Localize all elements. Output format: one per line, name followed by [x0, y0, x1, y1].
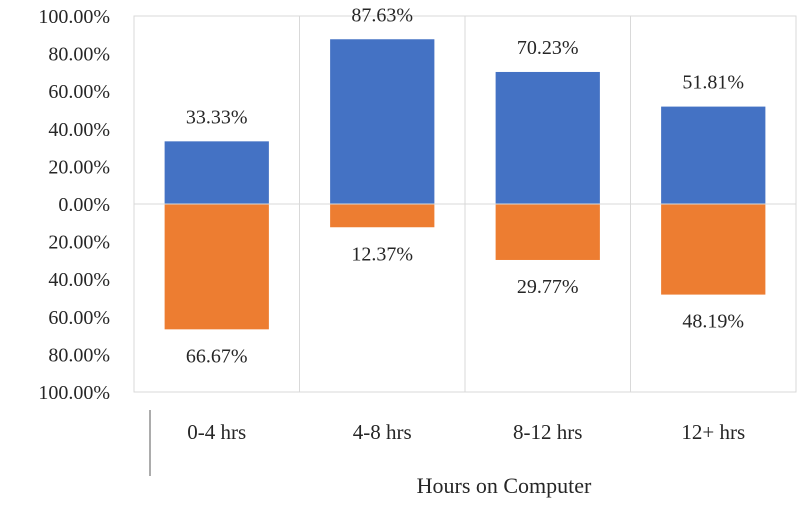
- data-label: 12.37%: [351, 243, 413, 265]
- bar-negative-12-hrs: [661, 204, 766, 295]
- y-tick-label: 60.00%: [48, 81, 110, 103]
- bar-positive-0-4-hrs: [164, 141, 269, 204]
- bar-negative-0-4-hrs: [164, 204, 269, 330]
- x-tick-label: 8-12 hrs: [513, 420, 582, 444]
- y-tick-label: 100.00%: [38, 6, 110, 28]
- bar-positive-12-hrs: [661, 106, 766, 204]
- data-label: 33.33%: [186, 106, 248, 128]
- bar-positive-4-8-hrs: [330, 39, 435, 204]
- y-tick-label: 0.00%: [58, 194, 110, 216]
- y-tick-label: 60.00%: [48, 307, 110, 329]
- bar-positive-8-12-hrs: [495, 71, 600, 205]
- bars: [164, 39, 766, 330]
- data-label: 87.63%: [351, 4, 413, 26]
- data-label: 48.19%: [682, 311, 744, 333]
- y-axis-tick-labels: 100.00% 80.00% 60.00% 40.00% 20.00% 0.00% 20.0…: [38, 6, 110, 404]
- y-tick-label: 80.00%: [48, 44, 110, 66]
- x-axis-title: Hours on Computer: [417, 473, 592, 498]
- y-tick-label: 20.00%: [48, 156, 110, 178]
- data-label: 29.77%: [517, 276, 579, 298]
- data-label: 51.81%: [682, 72, 744, 94]
- data-label: 66.67%: [186, 345, 248, 367]
- x-axis-tick-labels: 0-4 hrs 4-8 hrs 8-12 hrs 12+ hrs: [187, 420, 745, 444]
- y-tick-label: 80.00%: [48, 344, 110, 366]
- data-labels: 33.33% 87.63% 70.23% 51.81% 66.67% 12.37% 29.7…: [186, 4, 744, 367]
- data-label: 70.23%: [517, 37, 579, 59]
- bar-negative-4-8-hrs: [330, 204, 435, 228]
- y-tick-label: 100.00%: [38, 382, 110, 404]
- x-tick-label: 12+ hrs: [681, 420, 745, 444]
- y-tick-label: 20.00%: [48, 232, 110, 254]
- bar-negative-8-12-hrs: [495, 204, 600, 260]
- y-tick-label: 40.00%: [48, 119, 110, 141]
- x-tick-label: 0-4 hrs: [187, 420, 246, 444]
- y-tick-label: 40.00%: [48, 269, 110, 291]
- x-tick-label: 4-8 hrs: [353, 420, 412, 444]
